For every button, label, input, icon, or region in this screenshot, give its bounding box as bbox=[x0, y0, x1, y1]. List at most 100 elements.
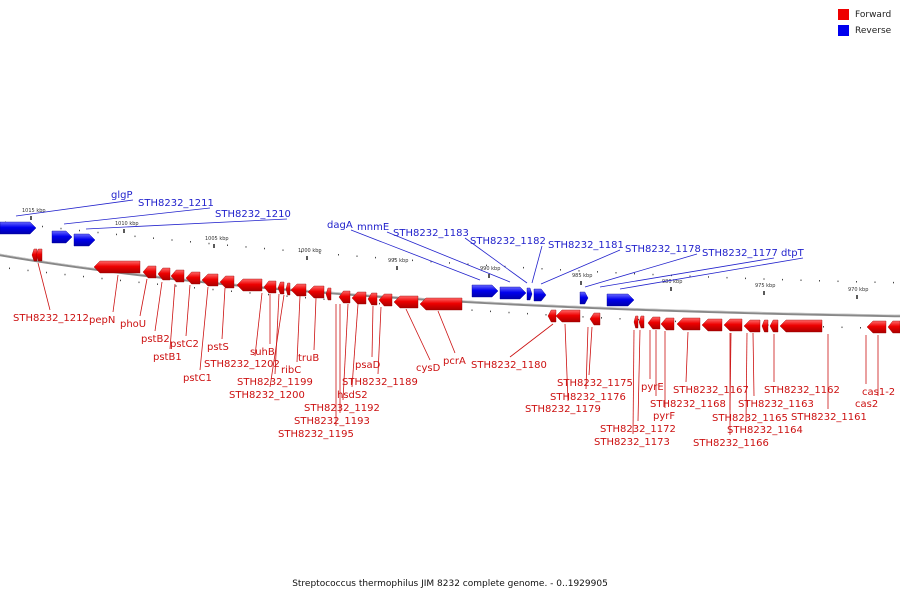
tick-label: 970 kbp bbox=[848, 287, 868, 293]
minor-tick bbox=[301, 250, 302, 253]
leader-line bbox=[185, 284, 191, 337]
leader-line bbox=[37, 262, 51, 311]
minor-tick bbox=[823, 326, 824, 328]
gene-label: STH8232_1178 bbox=[625, 244, 701, 255]
leader-line bbox=[405, 308, 431, 361]
minor-tick bbox=[619, 318, 621, 320]
minor-tick bbox=[268, 293, 269, 296]
minor-tick bbox=[231, 290, 232, 292]
gene-label: STH8232_1168 bbox=[650, 399, 726, 410]
gene-label: pstS bbox=[207, 342, 229, 353]
minor-tick bbox=[874, 281, 876, 283]
forward-gene bbox=[676, 317, 701, 331]
forward-gene bbox=[638, 315, 645, 329]
forward-gene bbox=[547, 309, 557, 323]
minor-tick bbox=[338, 253, 339, 256]
minor-tick bbox=[675, 320, 676, 323]
forward-gene bbox=[743, 319, 761, 333]
reverse-swatch bbox=[838, 25, 849, 36]
minor-tick bbox=[578, 270, 580, 272]
gene-label: STH8232_1200 bbox=[229, 390, 305, 401]
leader-line bbox=[464, 237, 528, 284]
minor-tick bbox=[545, 314, 547, 316]
minor-tick bbox=[120, 279, 121, 282]
minor-tick bbox=[171, 239, 173, 241]
leader-line bbox=[342, 303, 349, 401]
gene-label: STH8232_1195 bbox=[278, 429, 354, 440]
gene-label: pstB1 bbox=[153, 352, 182, 363]
minor-tick bbox=[449, 262, 450, 264]
minor-tick bbox=[490, 310, 491, 313]
minor-tick bbox=[523, 266, 524, 269]
minor-tick bbox=[282, 249, 284, 251]
gene-label: STH8232_1199 bbox=[237, 377, 313, 388]
gene-label: STH8232_1165 bbox=[712, 413, 788, 424]
gene-label: STH8232_1172 bbox=[600, 424, 676, 435]
forward-gene bbox=[761, 319, 769, 333]
gene-label: STH8232_1182 bbox=[470, 236, 546, 247]
forward-gene bbox=[35, 248, 43, 262]
gene-label: STH8232_1193 bbox=[294, 416, 370, 427]
minor-tick bbox=[208, 242, 210, 245]
minor-tick bbox=[138, 281, 140, 284]
forward-gene bbox=[701, 318, 723, 332]
minor-tick bbox=[634, 272, 635, 275]
leader-line bbox=[540, 249, 621, 285]
reverse-gene bbox=[471, 284, 499, 298]
minor-tick bbox=[597, 271, 598, 273]
leader-line bbox=[584, 253, 698, 288]
gene-label: psaD bbox=[355, 360, 381, 371]
gene-label: pepN bbox=[89, 315, 115, 326]
leader-line bbox=[274, 293, 280, 375]
forward-gene bbox=[769, 319, 779, 333]
gene-label: hsdS2 bbox=[337, 390, 368, 401]
genome-caption: Streptococcus thermophilus JIM 8232 comp… bbox=[292, 579, 608, 589]
minor-tick bbox=[860, 327, 861, 329]
forward-gene bbox=[170, 269, 185, 283]
leader-line bbox=[619, 257, 804, 290]
tick-label: 995 kbp bbox=[388, 258, 408, 264]
minor-tick bbox=[486, 264, 487, 267]
forward-gene bbox=[201, 273, 219, 287]
gene-label: STH8232_1210 bbox=[215, 209, 291, 220]
reverse-gene bbox=[73, 233, 96, 247]
gene-label: suhB bbox=[250, 347, 275, 358]
minor-tick bbox=[356, 255, 358, 257]
leader-line bbox=[637, 329, 641, 422]
minor-tick bbox=[527, 312, 528, 315]
forward-gene bbox=[236, 278, 263, 292]
forward-gene bbox=[367, 292, 378, 306]
gene-label: ribC bbox=[281, 365, 301, 376]
gene-label: STH8232_1162 bbox=[764, 385, 840, 396]
minor-tick bbox=[819, 280, 820, 282]
forward-gene bbox=[351, 291, 367, 305]
tick-label: 990 kbp bbox=[480, 266, 500, 272]
minor-tick bbox=[227, 244, 228, 246]
leader-line bbox=[585, 326, 589, 390]
gene-label: phoU bbox=[120, 319, 146, 330]
gene-label: cysD bbox=[416, 363, 441, 374]
forward-gene bbox=[633, 315, 639, 329]
minor-tick bbox=[837, 280, 839, 283]
reverse-gene bbox=[526, 287, 533, 301]
minor-tick bbox=[379, 302, 380, 305]
leader-line bbox=[599, 257, 775, 288]
leader-line bbox=[15, 199, 134, 217]
gene-label: truB bbox=[298, 353, 319, 364]
minor-tick bbox=[9, 267, 10, 270]
forward-gene bbox=[93, 260, 141, 274]
minor-tick bbox=[689, 275, 691, 277]
forward-gene bbox=[142, 265, 157, 279]
minor-tick bbox=[393, 258, 395, 260]
leader-line bbox=[371, 305, 374, 358]
tick-label: 985 kbp bbox=[572, 273, 592, 279]
minor-tick bbox=[323, 298, 325, 301]
minor-tick bbox=[153, 237, 154, 239]
minor-tick bbox=[42, 225, 43, 228]
gene-label: STH8232_1176 bbox=[550, 392, 626, 403]
gene-label: STH8232_1163 bbox=[738, 399, 814, 410]
gene-label: glgP bbox=[111, 190, 133, 201]
gene-label: cas2 bbox=[855, 399, 878, 410]
leader-line bbox=[63, 207, 211, 225]
leader-line bbox=[154, 281, 163, 332]
